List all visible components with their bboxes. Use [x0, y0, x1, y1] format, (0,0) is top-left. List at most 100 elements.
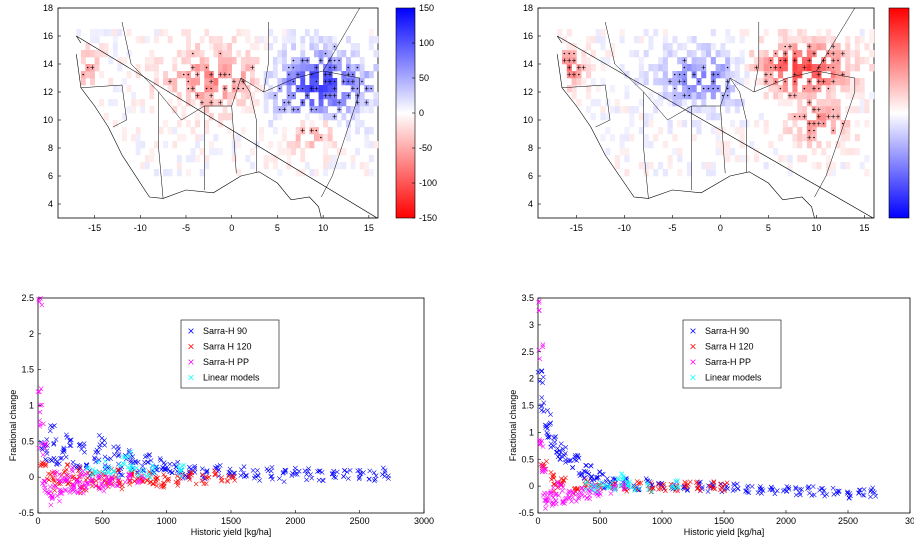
significance-dot [794, 80, 796, 83]
data-point [746, 490, 752, 496]
map-cell [658, 78, 664, 86]
map-cell [840, 78, 846, 86]
map-cell [277, 113, 283, 121]
map-cell [586, 71, 592, 79]
scatter-points [35, 295, 391, 508]
map-cell [662, 78, 668, 86]
data-point [203, 474, 209, 480]
data-point [540, 344, 546, 350]
map-cell [332, 141, 338, 149]
data-point [316, 477, 322, 483]
map-cell [792, 43, 798, 51]
map-cell [624, 71, 630, 79]
map-cell [227, 43, 232, 51]
significance-cross [318, 58, 323, 63]
data-point [304, 471, 310, 477]
significance-dot [187, 80, 190, 83]
significance-cross [711, 79, 716, 84]
x-tick-label: 15 [364, 223, 374, 233]
map-cell [821, 113, 827, 121]
data-point [68, 473, 73, 479]
data-point [107, 480, 113, 486]
map-cell [286, 78, 292, 86]
data-point [292, 465, 298, 471]
map-cell [122, 127, 127, 135]
legend-marker [188, 359, 194, 365]
map-cell [648, 113, 654, 121]
map-cell [605, 113, 611, 121]
map-cell [176, 99, 182, 107]
data-point [772, 491, 778, 497]
map-cell [263, 92, 269, 100]
data-point [137, 468, 143, 474]
data-point [268, 468, 274, 474]
map-cell [245, 29, 251, 37]
map-cell [672, 99, 678, 107]
data-point [830, 485, 836, 491]
map-cell [208, 141, 214, 149]
data-point [290, 470, 295, 476]
map-cell [845, 71, 851, 79]
significance-dot [726, 87, 729, 90]
y-tick-label: 2 [29, 329, 34, 339]
map-cell [286, 162, 292, 170]
map-cell [614, 99, 620, 107]
data-point [122, 461, 127, 467]
map-cell [350, 43, 356, 51]
map-cell [706, 106, 712, 114]
y-tick-label: 8 [48, 143, 53, 153]
significance-dot [717, 87, 719, 90]
map-cell [85, 50, 91, 58]
data-point [177, 475, 183, 481]
data-point [588, 482, 594, 488]
map-cell [600, 78, 606, 86]
map-cell [341, 50, 347, 58]
data-point [226, 469, 232, 475]
data-point [542, 469, 548, 475]
map-cell [590, 78, 596, 86]
map-cell [245, 106, 251, 114]
significance-dot [683, 80, 686, 83]
map-cell [309, 120, 315, 128]
data-point [116, 467, 122, 473]
map-cell [600, 43, 606, 51]
map-cell [126, 29, 132, 37]
map-cell [90, 71, 95, 79]
significance-cross [792, 58, 797, 63]
significance-cross [309, 128, 314, 133]
map-cell [859, 36, 865, 44]
data-point [860, 492, 866, 498]
map-cell [282, 50, 287, 58]
map-cell [149, 92, 155, 100]
data-point [58, 479, 64, 485]
x-tick-label: 0 [535, 516, 540, 526]
data-point [319, 469, 325, 475]
data-point [71, 484, 77, 490]
data-point [243, 473, 249, 479]
map-cell [172, 141, 178, 149]
data-point [254, 468, 260, 473]
map-cell [103, 113, 109, 121]
data-point [570, 495, 576, 500]
map-cell [254, 99, 260, 107]
map-cell [624, 169, 630, 177]
map-cell [240, 99, 246, 107]
map-cell [259, 134, 264, 142]
significance-cross [812, 121, 816, 126]
data-point [178, 473, 184, 479]
data-point [216, 467, 222, 473]
map-cell [624, 148, 630, 156]
data-point [175, 478, 181, 484]
data-point [554, 449, 560, 455]
map-cell [710, 92, 716, 100]
data-point [282, 469, 288, 475]
map-cell [300, 78, 306, 86]
map-cell [250, 148, 255, 156]
significance-dot [192, 52, 194, 55]
map-cell [263, 43, 269, 51]
map-cell [323, 148, 328, 156]
map-cell [821, 64, 827, 72]
map-cell [691, 64, 697, 72]
map-cell [830, 169, 836, 177]
significance-cross [807, 121, 812, 126]
